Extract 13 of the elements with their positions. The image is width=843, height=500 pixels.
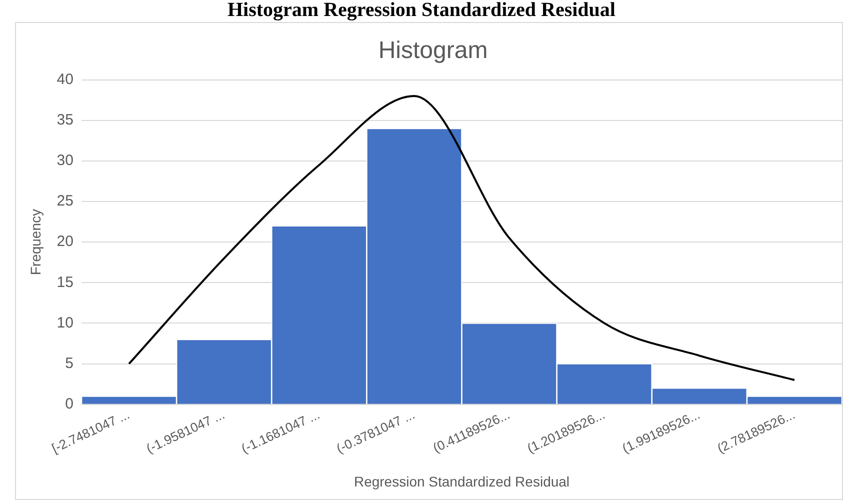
y-tick-label: 40 [56,70,74,88]
y-tick-label: 30 [56,152,74,170]
y-tick-label: 35 [56,112,74,129]
x-axis-title: Regression Standardized Residual [354,473,570,490]
text: Histogram Regression Standardized Residual [226,0,616,21]
y-tick-label: 20 [56,233,74,250]
y-tick-label: 10 [56,314,74,332]
y-tick-label: 5 [65,354,74,372]
y-tick-label: 15 [56,274,74,291]
y-tick-label: 0 [65,395,74,412]
chart-title: Histogram [378,37,488,64]
y-axis-title: Frequency [27,208,44,276]
y-tick-label: 25 [56,192,74,210]
